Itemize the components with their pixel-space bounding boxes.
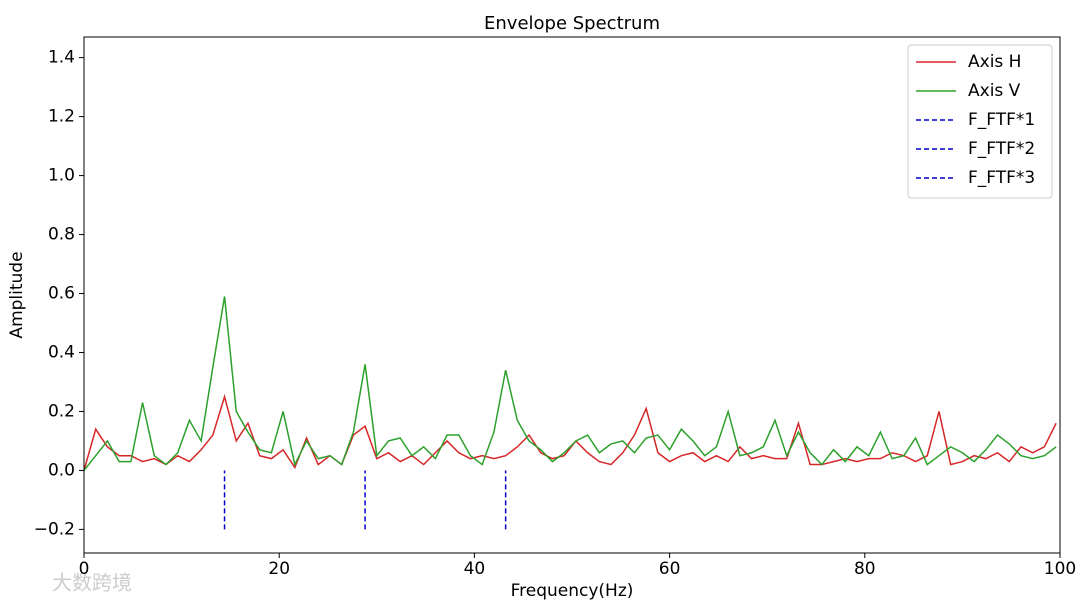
data-line: [83, 393, 1057, 471]
data-line: [83, 296, 1057, 471]
y-tick-label: −0.2: [34, 519, 75, 539]
x-tick-label: 40: [464, 559, 486, 579]
y-tick-label: 1.4: [48, 48, 75, 68]
y-tick-label: 1.0: [48, 166, 75, 186]
x-axis-label: Frequency(Hz): [511, 581, 634, 601]
legend-label: Axis H: [968, 52, 1021, 72]
legend-label: F_FTF*2: [968, 139, 1035, 159]
y-tick-label: 0.4: [48, 342, 75, 362]
y-tick-label: 0.2: [48, 401, 75, 421]
chart-title: Envelope Spectrum: [484, 13, 660, 34]
y-tick-label: 0.8: [48, 225, 75, 245]
y-tick-label: 0.6: [48, 284, 75, 304]
plot-frame: [83, 36, 1061, 554]
y-axis-label: Amplitude: [7, 251, 27, 338]
legend-label: Axis V: [968, 81, 1021, 101]
legend-box: [907, 44, 1053, 199]
legend-label: F_FTF*3: [968, 168, 1035, 188]
x-tick-label: 60: [659, 559, 681, 579]
x-tick-label: 0: [79, 559, 90, 579]
x-tick-label: 20: [268, 559, 290, 579]
legend-label: F_FTF*1: [968, 110, 1035, 130]
x-tick-label: 100: [1044, 559, 1076, 579]
watermark: 大数跨境: [52, 571, 132, 595]
y-tick-label: 0.0: [48, 460, 75, 480]
x-tick-label: 80: [854, 559, 876, 579]
y-tick-label: 1.2: [48, 107, 75, 127]
